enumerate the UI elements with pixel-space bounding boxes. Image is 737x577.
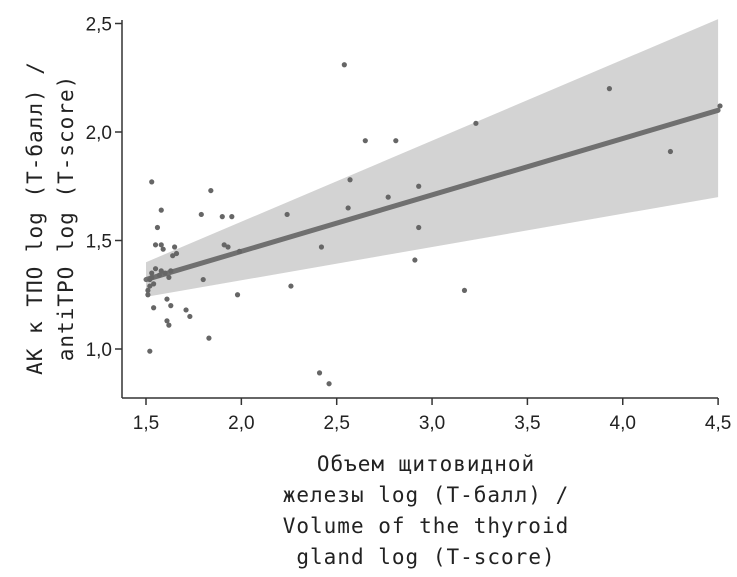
data-point — [149, 270, 155, 276]
data-point — [385, 194, 391, 200]
data-point — [170, 253, 176, 259]
data-point — [162, 270, 168, 276]
data-point — [717, 103, 723, 109]
data-point — [164, 318, 170, 324]
x-axis-title-line: gland log (T-score) — [296, 545, 555, 569]
data-point — [152, 266, 159, 272]
data-point — [412, 257, 418, 263]
data-point — [164, 296, 170, 302]
data-point — [160, 246, 166, 252]
data-point — [473, 120, 479, 126]
data-point — [151, 281, 157, 287]
y-tick-label: 1,5 — [86, 232, 112, 253]
data-point — [158, 207, 164, 213]
confidence-band — [146, 19, 719, 297]
y-axis-title-line: АК к ТПО log (Т-балл) / — [23, 61, 47, 375]
data-point — [606, 86, 613, 92]
data-point — [145, 287, 151, 294]
data-point — [362, 138, 368, 144]
x-axis-title: Объем щитовидной железы log (Т-балл) / Vol… — [283, 452, 570, 569]
data-point — [393, 138, 399, 144]
y-tick-label: 2,0 — [86, 123, 112, 144]
data-point — [667, 148, 674, 155]
x-tick-label: 2,0 — [228, 413, 254, 434]
data-point — [173, 250, 180, 257]
x-axis-title-line: железы log (Т-балл) / — [283, 483, 570, 507]
y-axis-title-line: antiTPO log (T-score) — [54, 75, 78, 362]
data-point — [206, 335, 212, 341]
data-point — [149, 179, 155, 185]
data-point — [347, 177, 353, 183]
data-point — [168, 268, 174, 274]
x-tick-label: 4,0 — [610, 413, 636, 434]
data-point — [147, 348, 153, 354]
confidence-band-layer — [146, 19, 719, 297]
x-tick-label: 1,5 — [133, 413, 159, 434]
data-point — [219, 214, 225, 220]
x-axis-title-line: Volume of the thyroid — [283, 514, 570, 538]
data-point — [198, 211, 204, 218]
data-point — [221, 242, 227, 248]
data-point — [208, 187, 214, 194]
data-point — [166, 274, 172, 280]
x-tick-label: 4,5 — [705, 413, 731, 434]
data-point — [341, 62, 347, 68]
x-ticks: 1,5 2,0 2,5 3,0 3,5 4,0 4,5 — [133, 398, 731, 434]
data-point — [236, 248, 243, 254]
data-point — [154, 224, 161, 231]
data-point — [166, 322, 172, 328]
data-point — [172, 244, 178, 250]
data-point — [284, 211, 290, 218]
data-point — [288, 283, 294, 289]
data-point — [158, 268, 164, 274]
x-tick-label: 3,0 — [419, 413, 445, 434]
data-point — [316, 370, 323, 376]
data-point — [183, 307, 189, 313]
x-tick-label: 2,5 — [323, 413, 349, 434]
data-point — [461, 287, 468, 294]
data-point — [147, 283, 153, 289]
data-point — [229, 214, 235, 220]
data-point — [149, 274, 155, 280]
data-point — [225, 244, 231, 250]
y-tick-label: 2,5 — [86, 15, 112, 36]
x-tick-label: 3,5 — [514, 413, 540, 434]
data-point — [345, 205, 351, 211]
y-tick-label: 1,0 — [86, 340, 112, 361]
axes-layer — [121, 20, 718, 399]
data-point — [152, 242, 159, 248]
y-axis-title: АК к ТПО log (Т-балл) / antiTPO log (T-sc… — [23, 61, 78, 375]
data-point — [326, 381, 332, 387]
data-point — [151, 305, 157, 311]
data-point — [156, 272, 162, 278]
data-point — [200, 276, 206, 283]
data-point — [168, 303, 174, 309]
data-point — [318, 244, 325, 250]
data-point — [187, 313, 193, 320]
data-point — [145, 292, 151, 298]
x-axis-title-line: Объем щитовидной — [317, 452, 535, 476]
data-point — [416, 183, 422, 189]
y-ticks: 1,0 1,5 2,0 2,5 — [86, 15, 122, 361]
data-point — [158, 242, 164, 248]
data-point — [234, 292, 241, 298]
data-points-layer — [145, 62, 723, 387]
data-point — [416, 224, 422, 231]
